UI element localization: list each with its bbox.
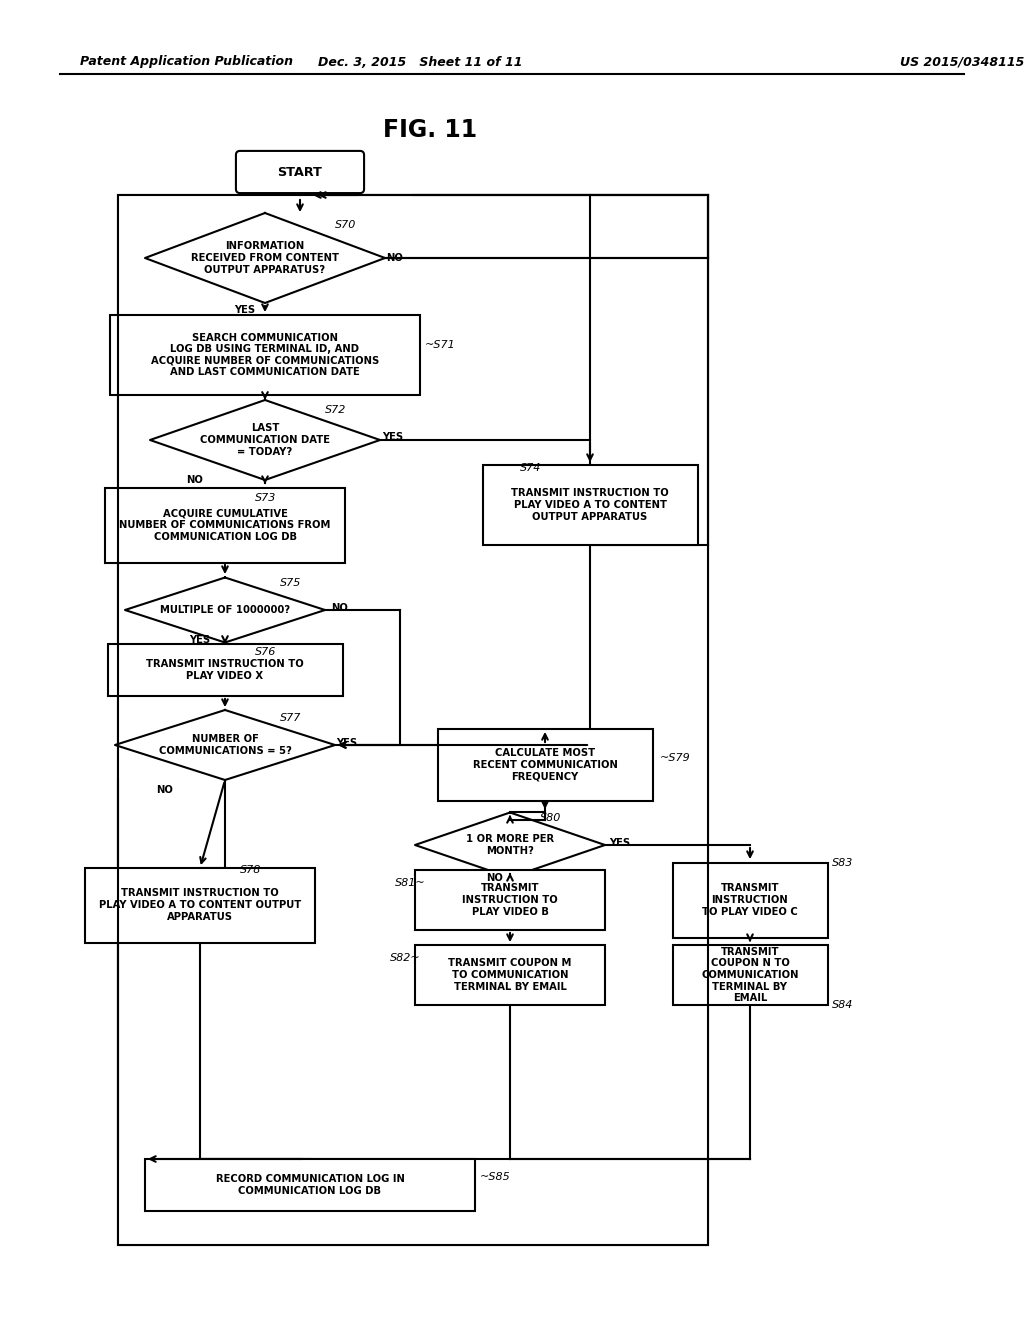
Text: ~S85: ~S85 — [480, 1172, 511, 1181]
Bar — [118, 195, 708, 1245]
Text: 1 OR MORE PER
MONTH?: 1 OR MORE PER MONTH? — [466, 834, 554, 855]
Text: TRANSMIT INSTRUCTION TO
PLAY VIDEO A TO CONTENT OUTPUT
APPARATUS: TRANSMIT INSTRUCTION TO PLAY VIDEO A TO … — [99, 888, 301, 921]
Polygon shape — [415, 813, 605, 878]
Text: S73: S73 — [255, 492, 276, 503]
Text: S82~: S82~ — [390, 953, 421, 964]
Text: MULTIPLE OF 1000000?: MULTIPLE OF 1000000? — [160, 605, 290, 615]
Text: S77: S77 — [280, 713, 301, 723]
Text: NO: NO — [157, 785, 173, 795]
Text: NO: NO — [332, 603, 348, 612]
Text: YES: YES — [609, 838, 631, 847]
Text: ~S79: ~S79 — [660, 752, 691, 763]
Bar — [673, 862, 827, 937]
Text: S75: S75 — [280, 578, 301, 587]
Bar — [110, 315, 420, 395]
Bar — [145, 1159, 475, 1210]
Polygon shape — [145, 213, 385, 304]
Text: YES: YES — [234, 305, 256, 315]
Text: TRANSMIT
INSTRUCTION
TO PLAY VIDEO C: TRANSMIT INSTRUCTION TO PLAY VIDEO C — [702, 883, 798, 916]
Text: TRANSMIT
INSTRUCTION TO
PLAY VIDEO B: TRANSMIT INSTRUCTION TO PLAY VIDEO B — [462, 883, 558, 916]
Polygon shape — [150, 400, 380, 480]
Bar — [437, 729, 652, 801]
Bar — [673, 945, 827, 1005]
Bar — [415, 870, 605, 931]
Text: S78: S78 — [240, 865, 261, 875]
Polygon shape — [125, 578, 325, 643]
Text: ~S71: ~S71 — [425, 341, 456, 350]
Text: YES: YES — [337, 738, 357, 748]
Text: YES: YES — [189, 635, 211, 645]
Bar — [415, 945, 605, 1005]
Text: CALCULATE MOST
RECENT COMMUNICATION
FREQUENCY: CALCULATE MOST RECENT COMMUNICATION FREQ… — [472, 748, 617, 781]
Polygon shape — [115, 710, 335, 780]
Bar — [118, 195, 708, 1245]
Text: S84: S84 — [831, 1001, 853, 1010]
Text: Dec. 3, 2015   Sheet 11 of 11: Dec. 3, 2015 Sheet 11 of 11 — [317, 55, 522, 69]
Text: FIG. 11: FIG. 11 — [383, 117, 477, 143]
Text: TRANSMIT INSTRUCTION TO
PLAY VIDEO X: TRANSMIT INSTRUCTION TO PLAY VIDEO X — [146, 659, 304, 681]
FancyBboxPatch shape — [236, 150, 365, 193]
Text: NO: NO — [486, 873, 504, 883]
Text: NO: NO — [387, 253, 403, 263]
Text: S80: S80 — [540, 813, 561, 822]
Bar — [105, 487, 345, 562]
Text: TRANSMIT
COUPON N TO
COMMUNICATION
TERMINAL BY
EMAIL: TRANSMIT COUPON N TO COMMUNICATION TERMI… — [701, 946, 799, 1003]
Text: TRANSMIT COUPON M
TO COMMUNICATION
TERMINAL BY EMAIL: TRANSMIT COUPON M TO COMMUNICATION TERMI… — [449, 958, 571, 991]
Text: START: START — [278, 165, 323, 178]
Text: NUMBER OF
COMMUNICATIONS = 5?: NUMBER OF COMMUNICATIONS = 5? — [159, 734, 292, 756]
Text: TRANSMIT INSTRUCTION TO
PLAY VIDEO A TO CONTENT
OUTPUT APPARATUS: TRANSMIT INSTRUCTION TO PLAY VIDEO A TO … — [511, 488, 669, 521]
Text: Patent Application Publication: Patent Application Publication — [80, 55, 293, 69]
Text: S72: S72 — [325, 405, 346, 414]
Text: ACQUIRE CUMULATIVE
NUMBER OF COMMUNICATIONS FROM
COMMUNICATION LOG DB: ACQUIRE CUMULATIVE NUMBER OF COMMUNICATI… — [120, 508, 331, 541]
Text: YES: YES — [382, 432, 403, 442]
Text: S70: S70 — [335, 220, 356, 230]
Text: S76: S76 — [255, 647, 276, 657]
Text: US 2015/0348115 A1: US 2015/0348115 A1 — [900, 55, 1024, 69]
Bar — [118, 195, 708, 1245]
Bar — [85, 867, 315, 942]
Text: S81~: S81~ — [395, 878, 426, 888]
Text: RECORD COMMUNICATION LOG IN
COMMUNICATION LOG DB: RECORD COMMUNICATION LOG IN COMMUNICATIO… — [216, 1175, 404, 1196]
Bar — [108, 644, 342, 696]
Text: LAST
COMMUNICATION DATE
= TODAY?: LAST COMMUNICATION DATE = TODAY? — [200, 424, 330, 457]
Text: INFORMATION
RECEIVED FROM CONTENT
OUTPUT APPARATUS?: INFORMATION RECEIVED FROM CONTENT OUTPUT… — [191, 242, 339, 275]
Text: NO: NO — [186, 475, 204, 484]
Bar — [482, 465, 697, 545]
Text: SEARCH COMMUNICATION
LOG DB USING TERMINAL ID, AND
ACQUIRE NUMBER OF COMMUNICATI: SEARCH COMMUNICATION LOG DB USING TERMIN… — [151, 333, 379, 378]
Text: S83: S83 — [831, 858, 853, 869]
Text: S74: S74 — [520, 463, 542, 473]
